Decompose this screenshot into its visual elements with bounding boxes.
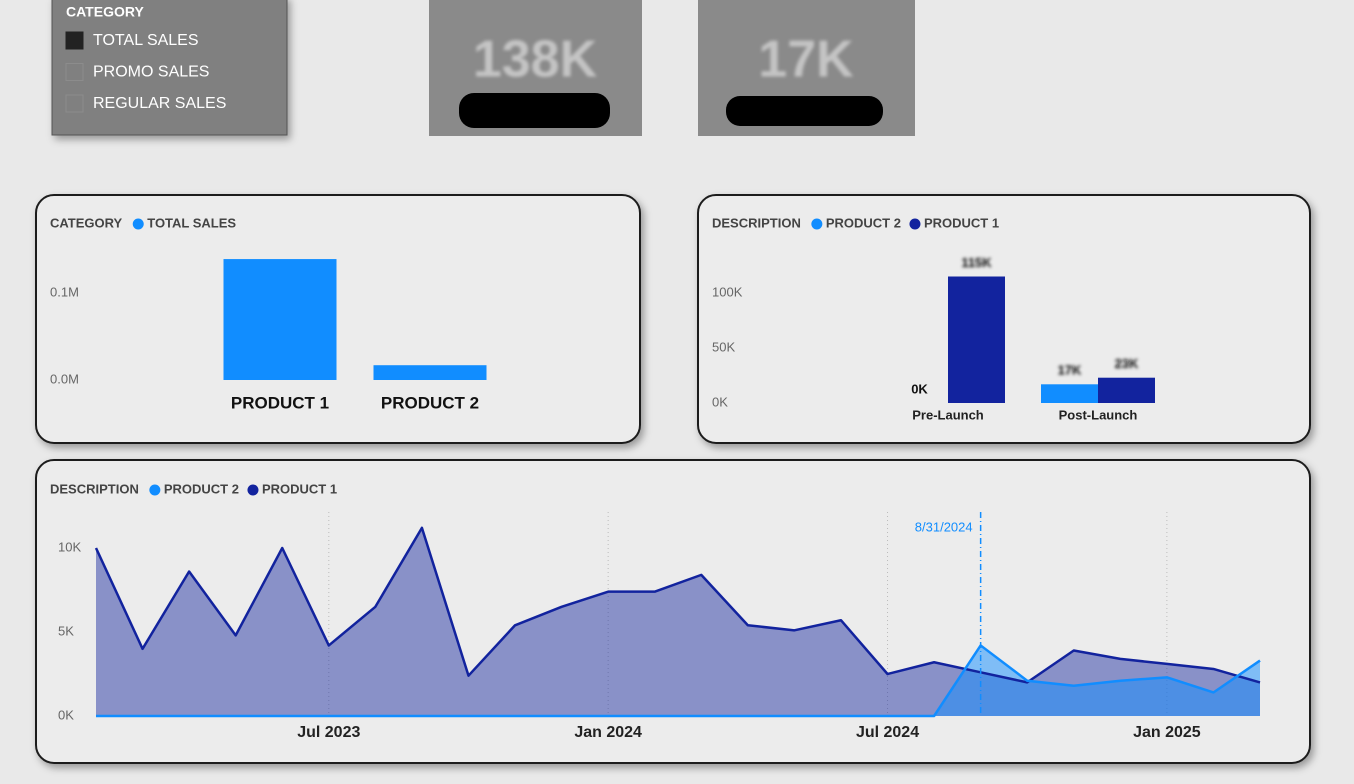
line — [96, 644, 1261, 718]
reference-label: 8/31/2024 — [915, 519, 973, 534]
x-tick-label: Pre-Launch — [912, 407, 984, 422]
checkbox — [65, 63, 84, 81]
line — [94, 526, 1261, 684]
x-tick-label: Post-Launch — [1059, 407, 1138, 422]
x-tick-label: Jan 2025 — [1133, 724, 1201, 741]
y-tick-label: 0K — [712, 394, 728, 409]
bar — [1041, 384, 1098, 403]
legend-label: PRODUCT 1 — [924, 215, 999, 230]
card-value: 138K — [473, 31, 598, 89]
slicer-item: PROMO SALES — [93, 64, 209, 81]
bar — [948, 276, 1005, 403]
legend-label: PRODUCT 2 — [164, 481, 239, 496]
x-tick-label: Jul 2024 — [856, 724, 919, 741]
slicer-panel — [51, 0, 288, 136]
x-tick-label: PRODUCT 1 — [231, 393, 329, 412]
bar — [223, 259, 337, 380]
bar — [373, 365, 487, 380]
data-label: 23K — [1115, 356, 1139, 371]
data-label: 0K — [911, 381, 928, 396]
x-tick-label: Jan 2024 — [574, 724, 642, 741]
legend-title: DESCRIPTION — [50, 481, 139, 496]
x-tick-label: PRODUCT 2 — [381, 393, 479, 412]
slicer-title: CATEGORY — [66, 4, 144, 20]
area — [96, 645, 1260, 716]
legend-marker — [909, 218, 921, 230]
checkbox — [65, 94, 84, 113]
y-tick-label: 0K — [58, 707, 74, 722]
data-label: 17K — [1058, 363, 1082, 378]
legend-label: TOTAL SALES — [147, 215, 236, 230]
y-tick-label: 0.1M — [50, 284, 79, 299]
legend-title: CATEGORY — [50, 215, 123, 230]
y-tick-label: 100K — [712, 284, 743, 299]
redacted-label — [726, 96, 883, 126]
checkbox — [65, 31, 84, 50]
legend-marker — [811, 218, 823, 230]
legend-label: PRODUCT 1 — [262, 481, 337, 496]
legend-title: DESCRIPTION — [712, 215, 801, 230]
y-tick-label: 10K — [58, 539, 81, 554]
redacted-label — [459, 93, 610, 128]
area — [96, 527, 1260, 716]
y-tick-label: 50K — [712, 339, 735, 354]
bar — [1098, 377, 1155, 403]
slicer-item: REGULAR SALES — [93, 95, 226, 112]
card-value: 17K — [758, 31, 854, 89]
legend-marker — [149, 484, 161, 496]
legend-marker — [132, 218, 144, 230]
slicer-item: TOTAL SALES — [93, 32, 199, 49]
x-tick-label: Jul 2023 — [297, 724, 360, 741]
y-tick-label: 5K — [58, 623, 74, 638]
data-label: 115K — [961, 255, 992, 270]
legend-marker — [247, 484, 259, 496]
y-tick-label: 0.0M — [50, 371, 79, 386]
chart-panel — [35, 194, 641, 444]
legend-label: PRODUCT 2 — [826, 215, 901, 230]
